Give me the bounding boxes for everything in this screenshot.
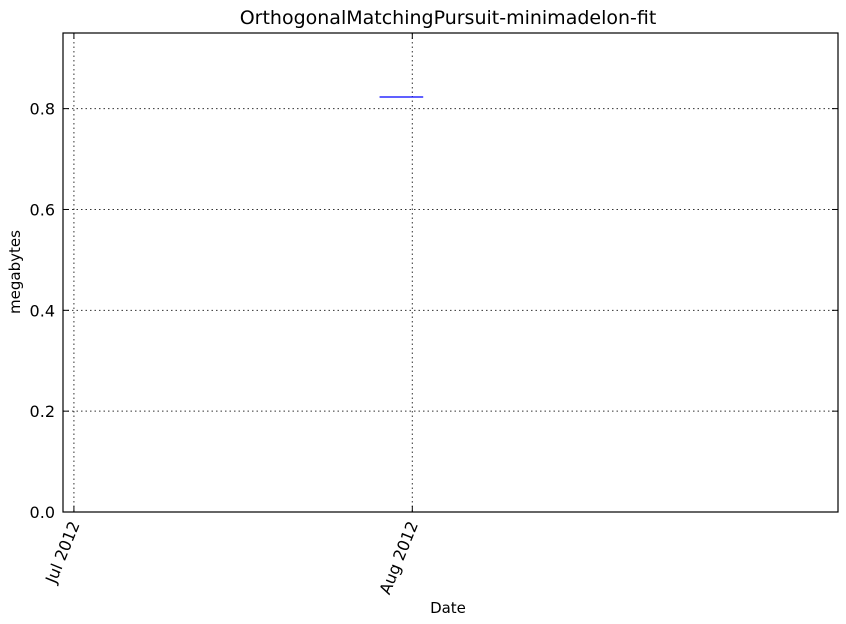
y-tick-label: 0.4 <box>30 301 55 320</box>
y-tick-label: 0.2 <box>30 402 55 421</box>
y-axis-label: megabytes <box>6 230 24 314</box>
y-tick-label: 0.8 <box>30 100 55 119</box>
chart-title: OrthogonalMatchingPursuit-minimadelon-fi… <box>240 7 657 29</box>
y-gridlines <box>63 108 838 412</box>
y-ticks <box>63 108 838 513</box>
plot-frame <box>62 32 839 513</box>
x-gridlines <box>73 33 413 512</box>
x-ticks <box>73 33 413 512</box>
y-tick-labels: 0.0 0.2 0.4 0.6 0.8 <box>30 100 55 522</box>
x-axis-label: Date <box>430 599 466 617</box>
y-tick-label: 0.6 <box>30 200 55 219</box>
y-tick-label: 0.0 <box>30 503 55 522</box>
